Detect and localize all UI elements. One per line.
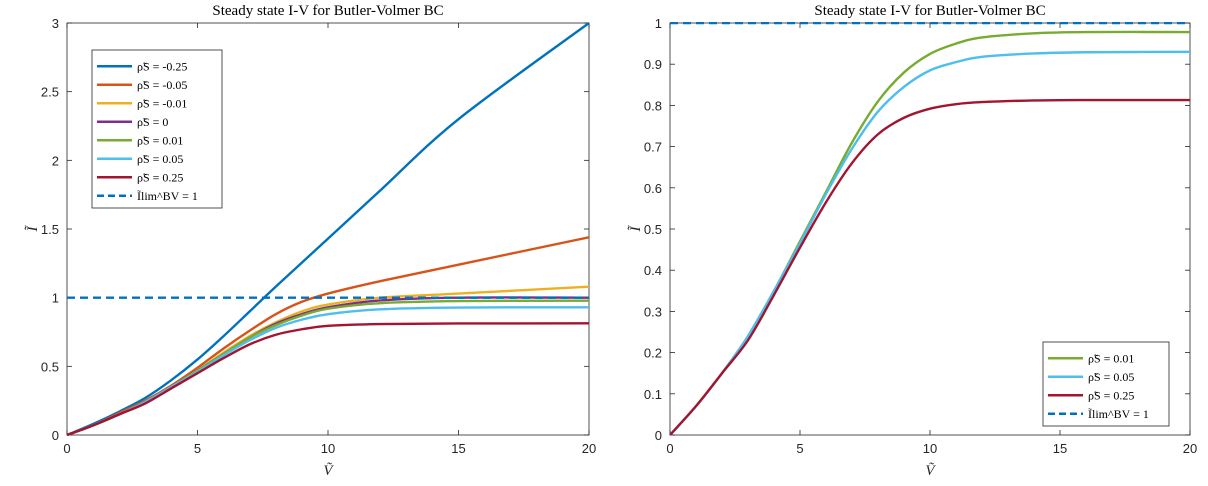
y-axis-label: Ĩ: [24, 225, 41, 233]
x-tick-label: 10: [321, 441, 335, 456]
y-tick-label: 0.4: [644, 263, 662, 278]
y-tick-label: 0.7: [644, 140, 662, 155]
y-tick-label: 3: [52, 16, 59, 31]
series-group: [67, 22, 589, 436]
y-tick-label: 0.1: [644, 387, 662, 402]
y-tick-label: 0.9: [644, 57, 662, 72]
series-line-1: [67, 22, 589, 436]
legend: ρ̃S = -0.25 ρ̃S = -0.05 ρ̃S = -0.01 ρ̃S = 0…: [91, 49, 223, 209]
legend-label: ρ̃S = 0.01: [137, 133, 183, 147]
legend-label: ρ̃S = -0.05: [137, 78, 187, 92]
legend-label: ρ̃S = 0.05: [137, 152, 183, 166]
series-line-3: [670, 98, 1190, 436]
x-tick-label: 10: [923, 441, 937, 456]
y-tick-label: 1: [52, 291, 59, 306]
x-axis-label: Ṽ: [925, 462, 936, 479]
y-tick-label: 0.5: [41, 359, 59, 374]
chart-title: Steady state I-V for Butler-Volmer BC: [212, 3, 443, 19]
x-tick-label: 5: [796, 441, 803, 456]
y-tick-label: 0: [655, 428, 662, 443]
legend-box: [91, 49, 223, 209]
y-tick-label: 2.5: [41, 85, 59, 100]
legend-label: ρ̃S = -0.25: [137, 59, 187, 73]
y-axis-label: Ĩ: [627, 225, 644, 233]
legend-box: [1042, 341, 1170, 427]
series-group: [670, 22, 1190, 436]
legend-label: ρ̃S = 0: [137, 115, 168, 129]
y-tick-label: 0.5: [644, 222, 662, 237]
legend-label: ρ̃S = 0.25: [1088, 388, 1134, 402]
x-tick-label: 5: [194, 441, 201, 456]
legend-label: ρ̃S = -0.01: [137, 96, 187, 110]
left-chart-panel: Steady state I-V for Butler-Volmer BC 0 5 1…: [24, 3, 596, 479]
legend-label: ρ̃S = 0.05: [1088, 370, 1134, 384]
x-axis-label: Ṽ: [323, 462, 334, 479]
x-tick-label: 20: [1183, 441, 1197, 456]
y-tick-label: 0: [52, 428, 59, 443]
series-line-7: [67, 322, 589, 436]
right-chart-panel: Steady state I-V for Butler-Volmer BC 0 5 1…: [627, 3, 1197, 479]
series-line-2: [67, 236, 589, 436]
series-line-2: [670, 50, 1190, 436]
y-tick-label: 2: [52, 153, 59, 168]
legend: ρ̃S = 0.01 ρ̃S = 0.05 ρ̃S = 0.25 Ĩlim^BV = …: [1042, 341, 1170, 427]
y-tick-label: 0.3: [644, 304, 662, 319]
x-tick-label: 0: [63, 441, 70, 456]
legend-label: Ĩlim^BV = 1: [137, 189, 198, 203]
y-tick-label: 1: [655, 16, 662, 31]
legend-label: Ĩlim^BV = 1: [1088, 407, 1149, 421]
y-tick-label: 0.6: [644, 181, 662, 196]
y-tick-label: 1.5: [41, 222, 59, 237]
x-tick-label: 15: [1053, 441, 1067, 456]
legend-label: ρ̃S = 0.01: [1088, 351, 1134, 365]
x-tick-label: 20: [582, 441, 596, 456]
legend-label: ρ̃S = 0.25: [137, 170, 183, 184]
y-tick-label: 0.8: [644, 98, 662, 113]
x-tick-label: 0: [666, 441, 673, 456]
y-tick-label: 0.2: [644, 346, 662, 361]
x-tick-label: 15: [451, 441, 465, 456]
chart-title: Steady state I-V for Butler-Volmer BC: [814, 3, 1045, 19]
